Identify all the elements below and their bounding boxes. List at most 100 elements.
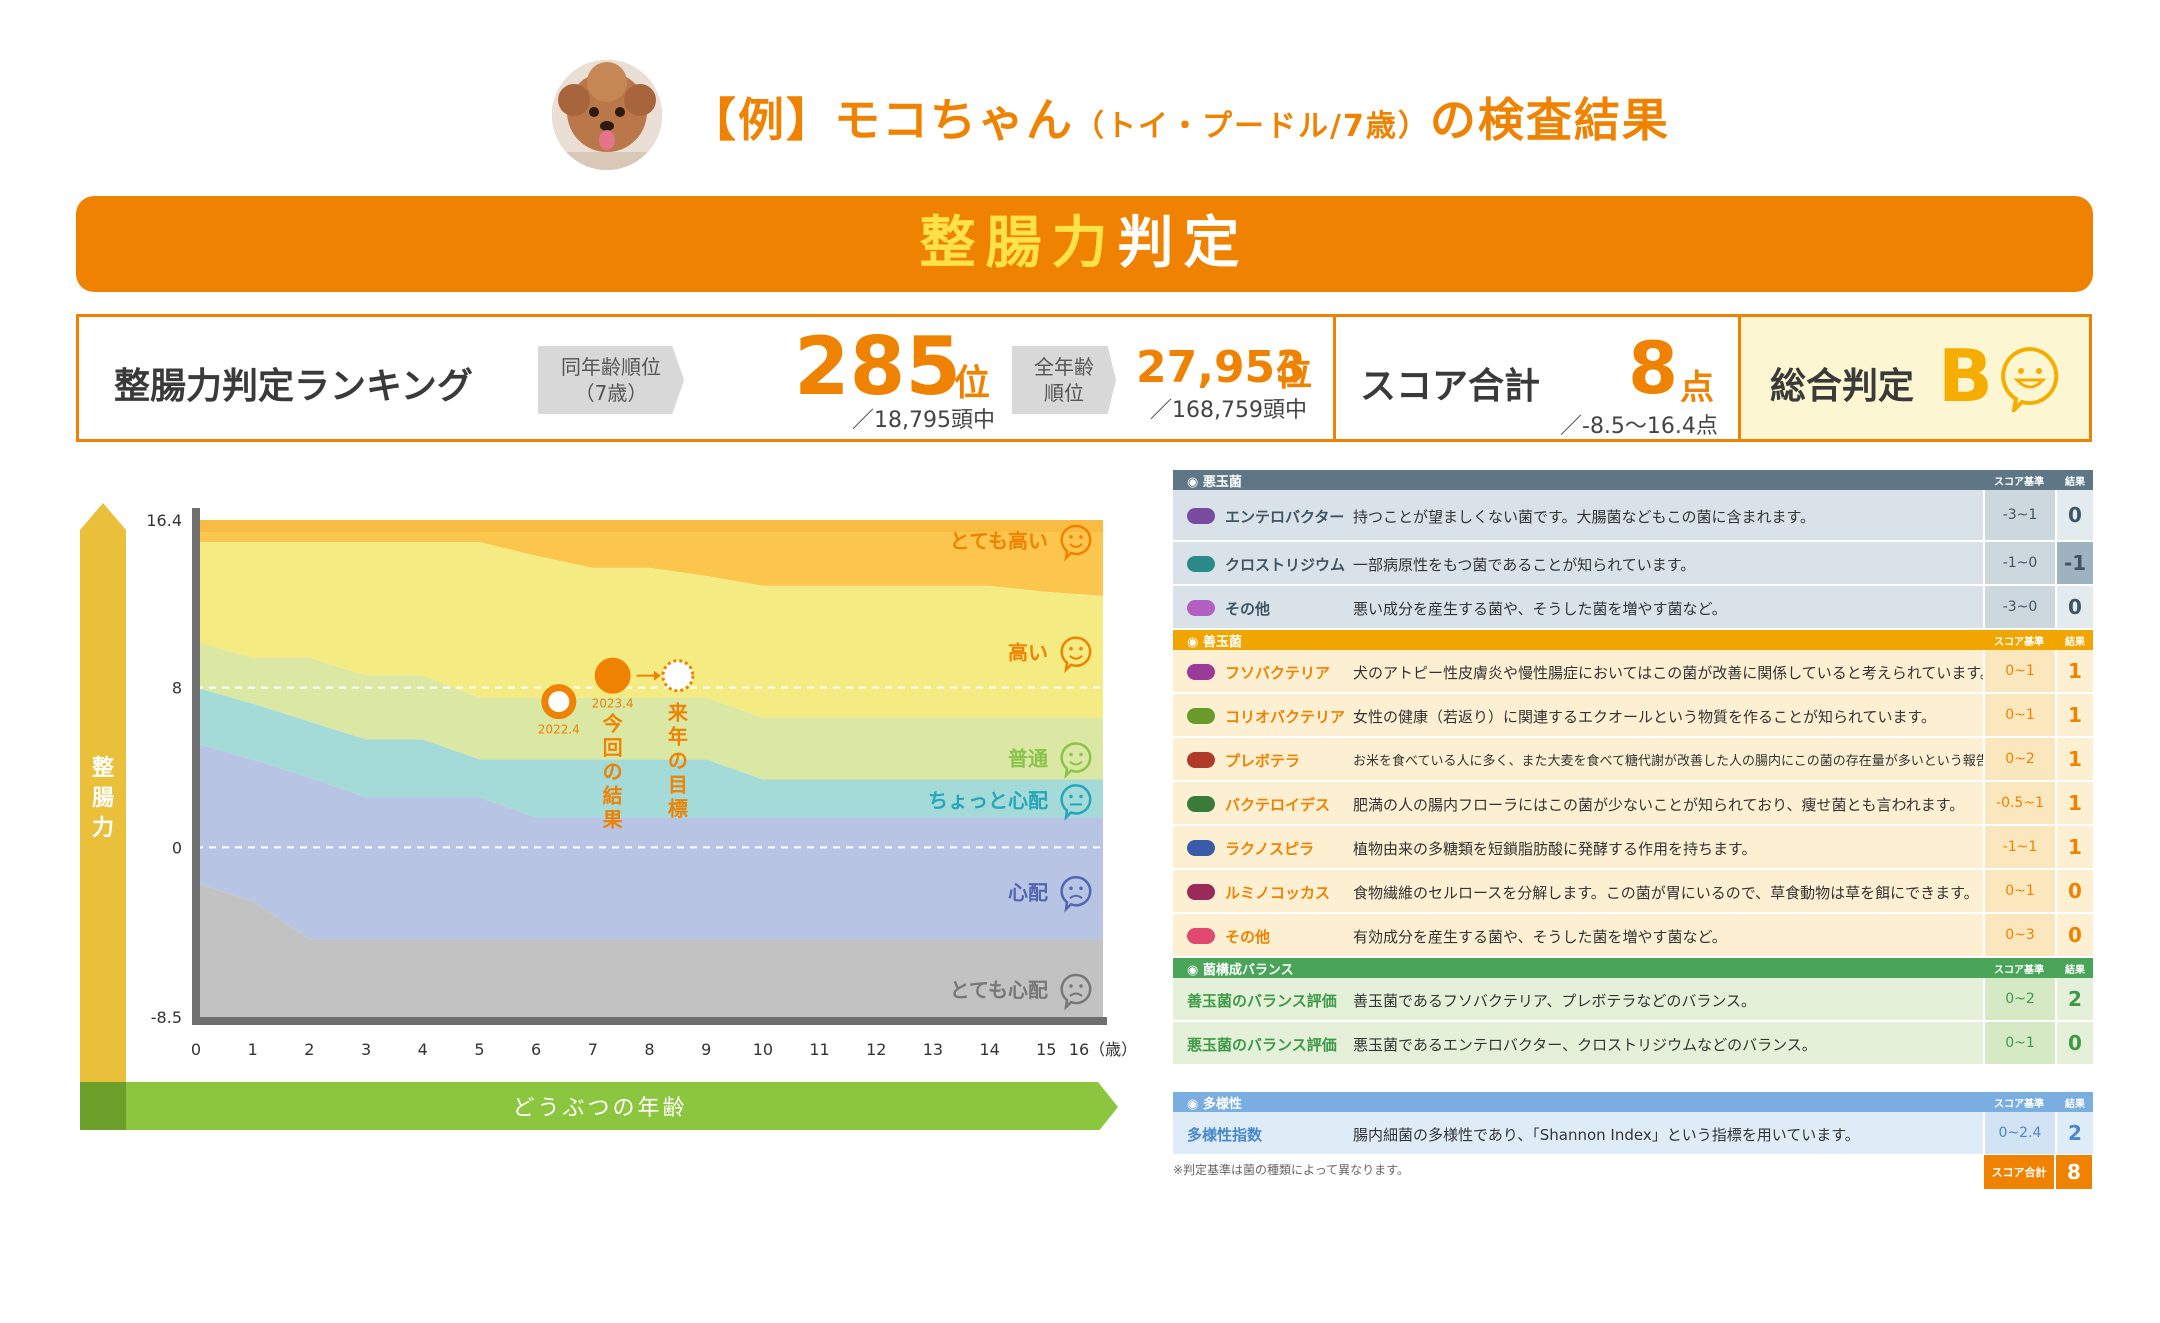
section-header: ◉ 多様性 スコア基準 結果 <box>1173 1092 2093 1112</box>
x-tick-label: 1 <box>248 1040 258 1059</box>
score-range: -1~1 <box>1983 826 2055 868</box>
score-result: 0 <box>2055 1022 2093 1064</box>
score-range: 0~2 <box>1983 738 2055 780</box>
x-tick-label: 13 <box>923 1040 943 1059</box>
bacteria-description: 悪い成分を産生する菌や、そうした菌を増やす菌など。 <box>1353 600 1727 618</box>
band-4 <box>196 743 1103 940</box>
bacteria-description: 犬のアトピー性皮膚炎や慢性腸症においてはこの菌が改善に関係していると考えられてい… <box>1353 664 1995 682</box>
score-range: -3~0 <box>1983 586 2055 628</box>
band-1 <box>196 541 1103 718</box>
score-result: 0 <box>2055 586 2093 628</box>
marker-previous <box>541 684 577 720</box>
all-age-label-sub: 順位 <box>1044 381 1084 405</box>
bacteria-description: 有効成分を産生する菌や、そうした菌を増やす菌など。 <box>1353 928 1727 946</box>
band-label: 高い <box>1008 641 1048 665</box>
face-eye <box>1069 794 1073 799</box>
table-row: クロストリジウム 一部病原性をもつ菌であることが知られています。 -1~0 -1 <box>1173 542 2093 586</box>
score-result: 1 <box>2055 650 2093 692</box>
marker-caption-char: の <box>668 749 688 773</box>
score-result: 1 <box>2055 826 2093 868</box>
table-row: フソバクテリア 犬のアトピー性皮膚炎や慢性腸症においてはこの菌が改善に関係している… <box>1173 650 2093 694</box>
face-outline <box>1060 742 1092 780</box>
table-row: 善玉菌のバランス評価 善玉菌であるフソバクテリア、プレボテラなどのバランス。 0~2… <box>1173 978 2093 1022</box>
overall-judgement-bg <box>1741 317 2089 439</box>
col-header-result: 結果 <box>2065 636 2085 648</box>
band-3 <box>196 687 1103 818</box>
same-age-rank-unit: 位 <box>954 363 991 404</box>
y-tick-label: -8.5 <box>151 1008 182 1027</box>
bacteria-icon <box>1187 752 1215 768</box>
face-eye <box>1069 535 1073 539</box>
x-tick-label: 4 <box>418 1040 428 1059</box>
bacteria-description: 食物繊維のセルロースを分解します。この菌が胃にいるので、草食動物は草を餌にできま… <box>1353 884 1979 902</box>
bacteria-icon <box>1187 508 1215 524</box>
divider <box>1738 314 1741 442</box>
table-note: ※判定基準は菌の種類によって異なります。 <box>1173 1163 1409 1177</box>
face-mouth <box>1069 760 1083 766</box>
y-axis-label-char: 腸 <box>92 786 114 811</box>
score-result: 1 <box>2055 738 2093 780</box>
total-score-value: 8 <box>2056 1155 2092 1189</box>
y-axis-line <box>192 508 200 1021</box>
x-tick-label: 3 <box>361 1040 371 1059</box>
title-breed: （トイ・プードル/7歳） <box>1074 109 1430 144</box>
score-range: 0~2 <box>1983 978 2055 1020</box>
marker-caption-char: 今 <box>603 712 624 736</box>
page-title: 【例】モコちゃん（トイ・プードル/7歳）の検査結果 <box>690 84 1670 150</box>
table-row: バクテロイデス 肥満の人の腸内フローラにはこの菌が少ないことが知られており、痩せ菌… <box>1173 782 2093 826</box>
band-label: 心配 <box>1008 880 1048 904</box>
face-eye <box>1069 984 1073 988</box>
score-label: スコア合計 <box>1360 366 1541 407</box>
dog-photo-icon <box>552 60 662 170</box>
ranking-title: 整腸力判定ランキング <box>114 366 473 407</box>
face-mouth <box>1069 654 1083 660</box>
x-tick-label: 7 <box>588 1040 598 1059</box>
face-icon <box>1060 973 1092 1011</box>
col-header-result: 結果 <box>2065 476 2085 488</box>
overall-label: 総合判定 <box>1770 366 1915 407</box>
marker-caption: 来年の目標 <box>667 701 689 821</box>
table-section-bad: ◉ 悪玉菌 スコア基準 結果 エンテロバクター 持つことが望ましくない菌です。大腸菌など… <box>1173 470 2093 630</box>
bacteria-icon <box>1187 600 1215 616</box>
y-tick-label: 0 <box>172 838 182 857</box>
section-title: ◉ 多様性 <box>1187 1096 1242 1112</box>
band-top-shade <box>196 520 1103 532</box>
bacteria-name: エンテロバクター <box>1225 508 1345 526</box>
marker-caption-char: 果 <box>603 808 623 832</box>
band-0 <box>196 520 1103 596</box>
table-row: プレボテラ お米を食べている人に多く、また大麦を食べて糖代謝が改善した人の腸内にこ… <box>1173 738 2093 782</box>
face-outline <box>1060 524 1092 562</box>
y-tick-label: 16.4 <box>146 511 182 530</box>
x-axis-label: どうぶつの年齢 <box>512 1096 687 1121</box>
section-title: ◉ 悪玉菌 <box>1187 474 1242 490</box>
x-tick-label: 6 <box>531 1040 541 1059</box>
band-label: とても心配 <box>950 978 1048 1002</box>
bacteria-icon <box>1187 708 1215 724</box>
bacteria-description: お米を食べている人に多く、また大麦を食べて糖代謝が改善した人の腸内にこの菌の存在… <box>1353 754 2066 769</box>
band-5 <box>196 883 1103 1017</box>
bacteria-icon <box>1187 884 1215 900</box>
same-age-pill: 同年齢順位 （7歳） <box>538 346 684 414</box>
face-eye <box>1079 646 1083 651</box>
score-result: 1 <box>2055 694 2093 736</box>
bacteria-name: クロストリジウム <box>1225 556 1346 574</box>
x-tick-label: 12 <box>866 1040 886 1059</box>
bacteria-icon <box>1187 840 1215 856</box>
x-tick-label: 11 <box>809 1040 829 1059</box>
gut-power-chart: 整腸力 どうぶつの年齢 16.480-8.50 1 2 3 4 5 6 7 8 9 10 11 12 13… <box>80 503 1137 1130</box>
total-score-label: スコア合計 <box>1984 1155 2054 1189</box>
face-eye <box>1079 794 1083 799</box>
marker-date: 2022.4 <box>538 723 580 737</box>
band-2 <box>196 641 1103 780</box>
bacteria-description: 植物由来の多糖類を短鎖脂肪酸に発酵する作用を持ちます。 <box>1353 840 1757 858</box>
section-header: ◉ 菌構成バランス スコア基準 結果 <box>1173 958 2093 978</box>
same-age-label: 同年齢順位 <box>561 355 661 379</box>
col-header-range: スコア基準 <box>1994 964 2044 976</box>
col-header-range: スコア基準 <box>1994 1098 2044 1110</box>
x-tick-label: 5 <box>474 1040 484 1059</box>
bacteria-icon <box>1187 796 1215 812</box>
table-row: コリオバクテリア 女性の健康（若返り）に関連するエクオールという物質を作ることが知… <box>1173 694 2093 738</box>
bacteria-name: その他 <box>1225 928 1271 946</box>
bacteria-icon <box>1187 664 1215 680</box>
bacteria-description: 肥満の人の腸内フローラにはこの菌が少ないことが知られており、痩せ菌とも言われます… <box>1353 796 1965 814</box>
